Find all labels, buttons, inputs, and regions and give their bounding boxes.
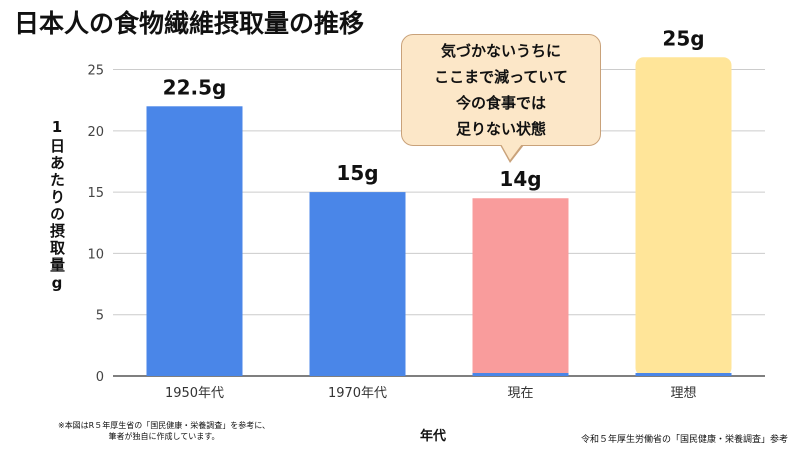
bar-2	[472, 198, 569, 376]
footnote-left: ※本図はR５年厚生省の「国民健康・栄養調査」を参考に、 筆者が独自に作成していま…	[34, 420, 294, 442]
callout-line-2: ここまで減っていて	[434, 68, 568, 86]
callout-line-1: 気づかないうちに	[440, 42, 561, 60]
x-tick-label-2: 現在	[507, 386, 533, 401]
x-tick-label-3: 理想	[670, 385, 696, 401]
callout-tail-fill	[501, 144, 522, 160]
y-axis-label: 1日あたりの摂取量g	[48, 118, 66, 294]
chart-title: 日本人の食物繊維摂取量の推移	[14, 9, 365, 38]
callout-line-4: 足りない状態	[455, 120, 546, 138]
y-tick-label-0: 0	[96, 370, 104, 385]
callout-line-3: 今の食事では	[455, 94, 546, 112]
bar-accent-3	[635, 373, 732, 376]
footnote-left-line-1: ※本図はR５年厚生省の「国民健康・栄養調査」を参考に、	[57, 421, 271, 430]
y-tick-label-1: 5	[96, 309, 104, 324]
y-tick-label-5: 25	[87, 64, 104, 79]
x-tick-label-0: 1950年代	[165, 386, 224, 401]
x-tick-label-1: 1970年代	[328, 386, 387, 401]
y-tick-label-3: 15	[87, 186, 104, 201]
bar-1	[309, 192, 406, 376]
data-label-2: 14g	[499, 167, 541, 191]
y-tick-label-2: 10	[87, 247, 104, 262]
x-axis-label: 年代	[420, 429, 447, 444]
footnote-left-line-2: 筆者が独自に作成しています。	[108, 432, 220, 441]
bar-accent-2	[472, 373, 569, 376]
data-label-1: 15g	[336, 161, 378, 185]
y-tick-label-4: 20	[87, 125, 104, 140]
bar-3	[635, 57, 732, 377]
data-label-3: 25g	[662, 26, 704, 50]
footnote-right: 令和５年厚生労働省の「国民健康・栄養調査」参考	[580, 435, 788, 445]
data-label-0: 22.5g	[163, 75, 227, 99]
bar-0	[146, 106, 243, 376]
callout-box: 気づかないうちに ここまで減っていて 今の食事では 足りない状態	[401, 34, 601, 146]
